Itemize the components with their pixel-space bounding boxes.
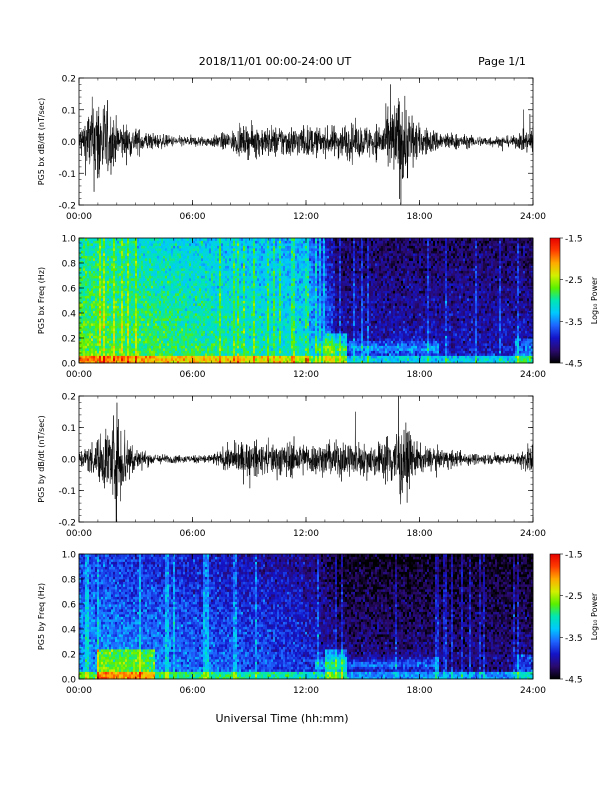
colorbar-tick-label: -3.5 [565,634,583,644]
x-tick-label: 12:00 [293,212,319,222]
y-tick-label: -0.2 [58,519,76,529]
colorbar-tick-label: -2.5 [565,592,583,602]
x-tick-label: 12:00 [293,529,319,539]
spectrogram [79,554,534,680]
colorbar-tick-label: -2.5 [565,276,583,286]
x-tick-label: 24:00 [520,686,546,696]
colorbar-tick-label: -1.5 [565,235,583,245]
y-tick-label: 1.0 [62,551,77,561]
x-tick-label: 06:00 [180,212,206,222]
x-tick-label: 00:00 [66,686,92,696]
y-tick-label: 1.0 [62,235,77,245]
y-tick-label: 0.1 [62,424,76,434]
waveform-line [78,395,534,522]
page-number: Page 1/1 [478,55,526,68]
colorbar [549,553,561,680]
y-tick-label: 0.2 [62,393,76,403]
y-tick-label: 0.0 [62,138,77,148]
y-tick-label: 0.1 [62,106,76,116]
panel-1: -0.2 -0.1 0.0 0.1 0.2 00:00 06:00 12:00 18:00 24:… [37,75,546,223]
y-tick-label: -0.1 [58,170,76,180]
colorbar-tick-label: -4.5 [565,360,583,370]
x-tick-label: 24:00 [520,529,546,539]
y-tick-label: 0.4 [62,626,77,636]
y-axis-label: PG5 bx Freq (Hz) [37,267,46,334]
x-tick-label: 12:00 [293,686,319,696]
colorbar-tick-label: -1.5 [565,551,583,561]
x-tick-label: 00:00 [66,529,92,539]
y-axis-label: PG5 by dB/dt (nT/sec) [37,415,46,502]
y-tick-label: 0.0 [62,456,77,466]
x-tick-label: 18:00 [407,212,433,222]
y-tick-label: 0.2 [62,335,76,345]
x-tick-label: 24:00 [520,212,546,222]
y-tick-label: 0.6 [62,601,77,611]
x-tick-label: 24:00 [520,370,546,380]
y-tick-label: -0.2 [58,202,76,212]
x-tick-label: 06:00 [180,686,206,696]
y-tick-label: 0.2 [62,651,76,661]
y-tick-label: 0.0 [62,360,77,370]
colorbar-tick-label: -3.5 [565,318,583,328]
y-tick-label: 0.6 [62,285,77,295]
y-tick-label: 0.2 [62,75,76,85]
colorbar-label: Log₁₀ Power [590,592,599,640]
y-tick-label: -0.1 [58,487,76,497]
y-tick-label: 0.8 [62,576,77,586]
x-tick-label: 00:00 [66,212,92,222]
y-axis-label: PG5 bx dB/dt (nT/sec) [37,98,46,185]
figure-title: 2018/11/01 00:00-24:00 UT [199,55,352,68]
x-tick-label: 18:00 [407,529,433,539]
colorbar [549,237,561,364]
x-tick-label: 06:00 [180,529,206,539]
panel-2: -1.5 -2.5 -3.5 -4.5 Log₁₀ Power 0.0 0.2 0.4 0.6 0… [37,235,599,381]
y-tick-label: 0.8 [62,260,77,270]
spectrogram [79,238,534,364]
y-axis-label: PG5 by Freq (Hz) [37,583,46,650]
y-tick-label: 0.4 [62,310,77,320]
x-tick-label: 12:00 [293,370,319,380]
colorbar-label: Log₁₀ Power [590,276,599,324]
panel-3: -0.2 -0.1 0.0 0.1 0.2 00:00 06:00 12:00 18:00 24:… [37,393,546,540]
x-tick-label: 18:00 [407,686,433,696]
y-tick-label: 0.0 [62,676,77,686]
colorbar-tick-label: -4.5 [565,676,583,686]
x-tick-label: 18:00 [407,370,433,380]
waveform-line [78,84,534,205]
x-tick-label: 00:00 [66,370,92,380]
x-tick-label: 06:00 [180,370,206,380]
x-axis-title: Universal Time (hh:mm) [216,712,349,725]
panels: -0.2 -0.1 0.0 0.1 0.2 00:00 06:00 12:00 18:00 24:… [37,75,599,697]
panel-4: -1.5 -2.5 -3.5 -4.5 Log₁₀ Power 0.0 0.2 0.4 0.6 0… [37,551,599,697]
